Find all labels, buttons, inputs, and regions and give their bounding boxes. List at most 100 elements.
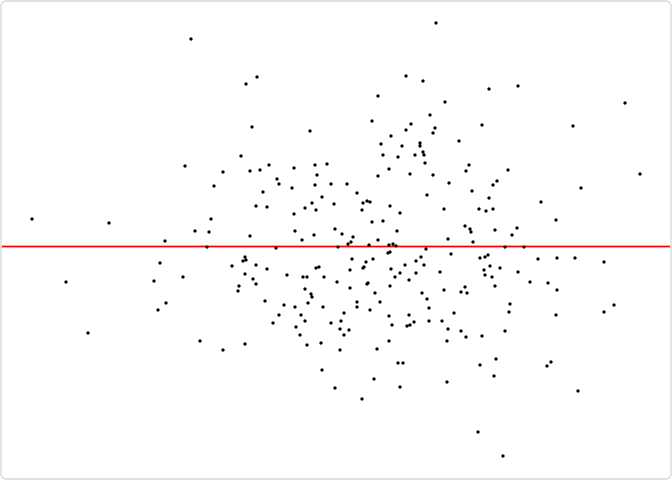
data-point (355, 305, 359, 309)
data-point (164, 301, 168, 305)
data-point (365, 199, 369, 203)
data-point (468, 227, 472, 231)
data-point (405, 324, 409, 328)
data-point (431, 173, 435, 177)
data-point (516, 270, 520, 274)
data-point (440, 319, 444, 323)
data-point (438, 270, 442, 274)
data-point (494, 357, 498, 361)
data-point (335, 280, 339, 284)
data-point (340, 232, 344, 236)
data-point (298, 333, 302, 337)
data-point (501, 454, 505, 458)
data-point (189, 37, 193, 41)
data-point (265, 205, 269, 209)
data-point (360, 208, 364, 212)
data-point (274, 246, 278, 250)
data-point (408, 323, 412, 327)
data-point (459, 329, 463, 333)
data-point (445, 339, 449, 343)
data-point (484, 209, 488, 213)
data-point (282, 303, 286, 307)
data-point (431, 131, 435, 135)
data-point (258, 168, 262, 172)
data-point (507, 310, 511, 314)
data-point (464, 169, 468, 173)
data-point (447, 181, 451, 185)
data-point (364, 260, 368, 264)
data-point (338, 348, 342, 352)
data-point (360, 397, 364, 401)
data-point (293, 305, 297, 309)
data-point (404, 128, 408, 132)
data-point (314, 266, 318, 270)
data-point (506, 168, 510, 172)
data-point (243, 255, 247, 259)
data-point (339, 319, 343, 323)
data-point (255, 75, 259, 79)
data-point (398, 211, 402, 215)
data-point (254, 263, 258, 267)
data-point (303, 287, 307, 291)
data-point (452, 311, 456, 315)
data-point (555, 288, 559, 292)
data-point (243, 272, 247, 276)
data-point (418, 144, 422, 148)
data-point (476, 430, 480, 434)
data-point (491, 207, 495, 211)
data-point (418, 141, 422, 145)
data-point (421, 79, 425, 83)
data-point (459, 290, 463, 294)
data-point (389, 134, 393, 138)
data-point (396, 155, 400, 159)
data-point (419, 255, 423, 259)
data-point (193, 229, 197, 233)
data-point (442, 288, 446, 292)
data-point (303, 206, 307, 210)
data-point (277, 313, 281, 317)
data-point (236, 289, 240, 293)
data-point (338, 327, 342, 331)
data-point (152, 279, 156, 283)
data-point (351, 235, 355, 239)
data-point (321, 305, 325, 309)
data-point (205, 245, 209, 249)
data-point (348, 268, 352, 272)
data-point (493, 228, 497, 232)
data-point (198, 339, 202, 343)
data-point (254, 282, 258, 286)
data-point (309, 292, 313, 296)
data-point (300, 238, 304, 242)
data-point (515, 226, 519, 230)
data-point (576, 389, 580, 393)
data-point (503, 329, 507, 333)
data-point (299, 313, 303, 317)
data-point (490, 275, 494, 279)
data-point (510, 233, 514, 237)
data-point (427, 319, 431, 323)
data-point (221, 170, 225, 174)
data-point (407, 278, 411, 282)
data-point (267, 163, 271, 167)
data-point (379, 142, 383, 146)
data-point (469, 230, 473, 234)
data-point (248, 234, 252, 238)
data-point (86, 331, 90, 335)
data-point (376, 94, 380, 98)
data-point (239, 154, 243, 158)
data-point (407, 313, 411, 317)
data-point (183, 164, 187, 168)
data-point (333, 227, 337, 231)
data-point (554, 218, 558, 222)
data-point (301, 275, 305, 279)
data-point (366, 281, 370, 285)
data-point (420, 291, 424, 295)
data-point (263, 299, 267, 303)
data-point (312, 233, 316, 237)
data-point (308, 129, 312, 133)
data-point (355, 191, 359, 195)
data-point (237, 284, 241, 288)
data-point (336, 245, 340, 249)
